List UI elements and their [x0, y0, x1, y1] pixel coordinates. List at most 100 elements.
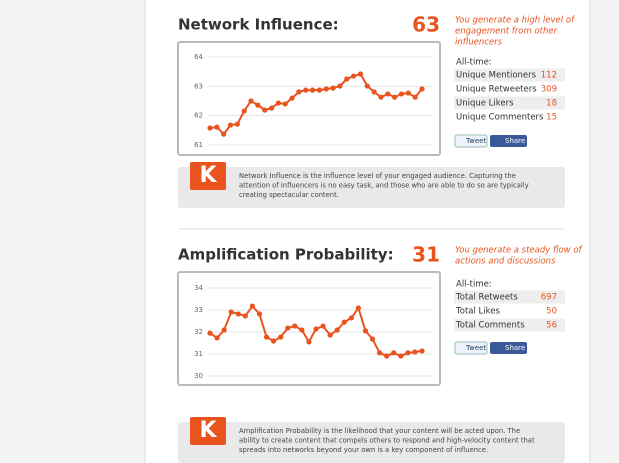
point	[278, 334, 284, 340]
point	[323, 86, 329, 92]
point	[309, 87, 316, 93]
table-row	[454, 82, 565, 96]
point	[271, 338, 277, 344]
info-text: creating spectacular content.	[239, 191, 339, 199]
point	[330, 85, 336, 91]
point	[364, 83, 370, 89]
point	[242, 313, 248, 319]
point	[341, 319, 347, 325]
table-row	[454, 68, 565, 82]
point	[263, 334, 270, 340]
chart-frame	[177, 41, 441, 156]
point	[398, 91, 405, 97]
point	[306, 339, 312, 345]
point	[207, 125, 213, 131]
tweet-button[interactable]	[454, 134, 488, 148]
point	[262, 107, 268, 113]
logo-box	[190, 417, 226, 445]
point	[221, 131, 227, 137]
point	[228, 309, 234, 315]
share-button[interactable]	[490, 342, 527, 354]
point	[303, 87, 309, 93]
share-label[interactable]: Share	[505, 137, 525, 145]
point	[268, 105, 275, 111]
score-description: actions and discussions	[455, 257, 556, 267]
score: 63	[412, 13, 440, 37]
point	[412, 349, 418, 355]
chart-frame	[177, 271, 441, 386]
point	[369, 336, 376, 342]
row-value: 697	[541, 293, 557, 303]
table-row	[454, 96, 565, 110]
info-text: Amplification Probability is the likelih…	[239, 427, 520, 435]
point	[348, 315, 354, 321]
table-header: All-time:	[456, 280, 492, 290]
point	[334, 327, 340, 333]
point	[292, 323, 298, 329]
info-text: Network Influence is the influence level…	[239, 172, 516, 180]
y-tick-label: 62	[194, 112, 203, 120]
tweet-label[interactable]: Tweet	[465, 344, 486, 352]
table-row	[454, 110, 565, 124]
table-header: All-time:	[456, 58, 492, 68]
score-description: You generate a high level of	[455, 16, 576, 26]
y-tick-label: 34	[194, 284, 203, 292]
score-description: You generate a steady flow of	[455, 246, 584, 256]
point	[351, 73, 357, 79]
section-title: Amplification Probability:	[178, 246, 394, 264]
point	[405, 350, 411, 356]
row-value: 56	[546, 321, 557, 331]
info-box	[178, 167, 565, 208]
share-button[interactable]	[490, 135, 527, 147]
y-tick-label: 31	[194, 350, 203, 358]
row-label: Unique Likers	[456, 99, 514, 109]
share-label[interactable]: Share	[505, 344, 525, 352]
point	[241, 108, 247, 114]
logo: K	[199, 418, 217, 443]
point	[412, 94, 418, 100]
y-tick-label: 30	[194, 372, 203, 380]
point	[362, 328, 369, 334]
table-row	[454, 304, 565, 318]
logo-box	[190, 162, 226, 190]
point	[235, 311, 241, 317]
point	[384, 353, 390, 359]
point	[357, 71, 364, 77]
y-tick-label: 63	[194, 82, 203, 90]
point	[327, 332, 333, 338]
tweet-label[interactable]: Tweet	[465, 137, 486, 145]
score-description: influencers	[455, 38, 503, 48]
point	[289, 95, 295, 101]
point	[419, 348, 425, 354]
point	[285, 325, 291, 331]
point	[221, 327, 227, 333]
row-value: 50	[546, 307, 557, 317]
tweet-button[interactable]	[454, 341, 488, 355]
point	[391, 350, 397, 356]
point	[313, 326, 319, 332]
logo: K	[199, 163, 217, 188]
point	[282, 101, 288, 107]
point	[378, 94, 384, 100]
point	[398, 353, 404, 359]
section-title: Network Influence:	[178, 16, 339, 34]
y-tick-label: 32	[194, 328, 203, 336]
y-tick-label: 33	[194, 306, 203, 314]
y-tick-label: 64	[194, 53, 203, 61]
point	[385, 91, 391, 97]
point	[344, 76, 350, 82]
info-text: spreads into networks beyond your own is…	[239, 446, 488, 454]
point	[377, 350, 383, 356]
score-description: engagement from other	[455, 27, 558, 37]
info-box	[178, 422, 565, 463]
point	[296, 89, 302, 95]
point	[275, 100, 281, 106]
point	[214, 335, 220, 341]
table-row	[454, 290, 565, 304]
row-value: 18	[546, 99, 557, 109]
point	[337, 83, 343, 89]
row-value: 309	[541, 85, 557, 95]
y-tick-label: 61	[194, 141, 203, 149]
